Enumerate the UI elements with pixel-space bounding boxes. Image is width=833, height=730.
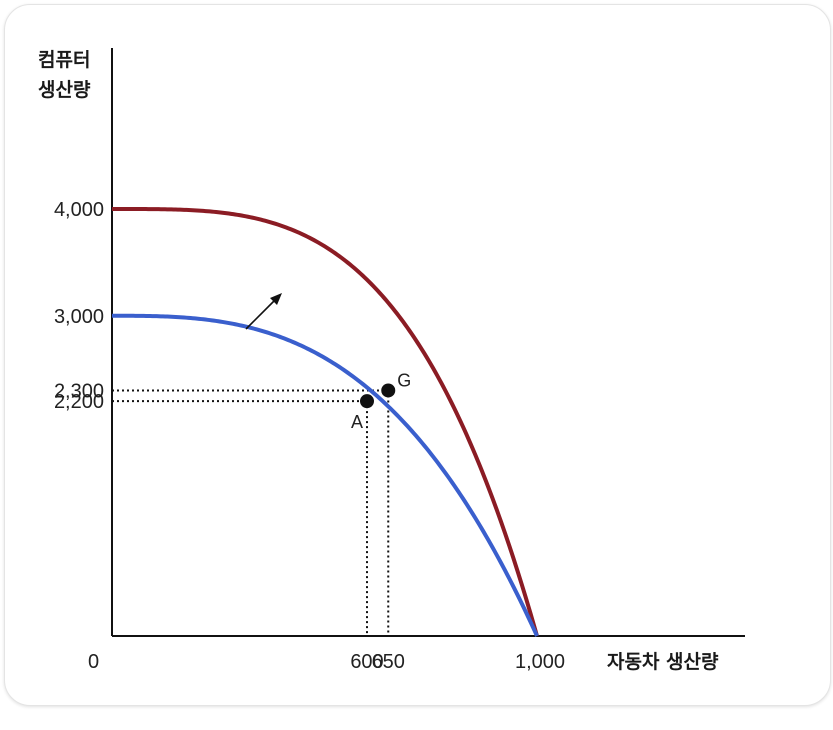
x-axis-title: 자동차 생산량 — [607, 651, 719, 673]
outer-curve — [112, 207, 539, 637]
x-tick-label: 650 — [372, 651, 405, 673]
x-tick-label: 1,000 — [515, 651, 565, 673]
y-axis-title-line1: 컴퓨터 — [38, 49, 90, 71]
guide-lines — [112, 389, 390, 636]
data-points: GA — [351, 370, 411, 432]
point-label-A: A — [351, 412, 363, 432]
inner-curve — [112, 313, 539, 637]
point-label-G: G — [397, 370, 411, 390]
point-G — [381, 383, 396, 398]
y-tick-label: 3,000 — [54, 306, 104, 328]
y-axis-title-line2: 생산량 — [38, 79, 91, 101]
x-tick-label: 600 — [350, 651, 383, 673]
shift-arrow — [245, 293, 282, 330]
point-A — [360, 394, 374, 409]
y-tick-label: 2,300 — [54, 380, 104, 402]
y-tick-label: 4,000 — [54, 199, 104, 221]
chart-frame — [4, 4, 831, 706]
origin-label: 0 — [88, 651, 99, 673]
ppf-curves — [112, 207, 539, 637]
y-tick-label: 2,200 — [54, 391, 104, 413]
